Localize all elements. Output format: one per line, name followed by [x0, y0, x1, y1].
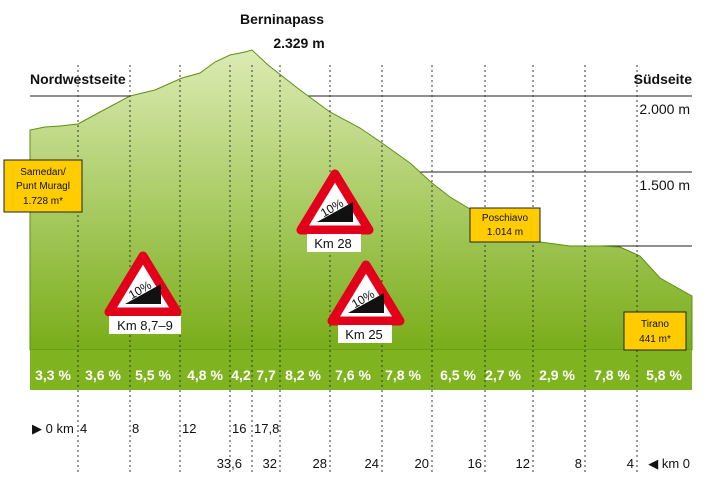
pass-elevation: 2.329 m [273, 35, 324, 51]
place-tirano-elevation: 441 m* [639, 334, 671, 345]
gradient-label: 7,6 % [335, 367, 371, 383]
gradient-label: 2,7 % [485, 367, 521, 383]
place-tirano: Tirano 441 m* [623, 311, 687, 351]
gridline-label-2000: 2.000 m [639, 101, 690, 117]
sign-km-label: Km 8,7–9 [117, 318, 173, 333]
side-label-northwest: Nordwestseite [30, 71, 126, 87]
gradient-label: 8,2 % [285, 367, 321, 383]
place-poschiavo: Poschiavo 1.014 m [469, 207, 541, 243]
km-tick-north: 8 [132, 421, 139, 436]
gradient-sign-km-8-7: 10% Km 8,7–9 [104, 251, 182, 334]
km-tick-south: 32 [263, 456, 277, 471]
km-tick-south: 4 [627, 456, 634, 471]
sign-km-label: Km 25 [345, 327, 383, 342]
place-samedan: Samedan/ Punt Muragl 1.728 m* [3, 159, 83, 213]
side-label-south: Südseite [634, 71, 693, 87]
pass-name: Berninapass [240, 11, 324, 27]
gradient-label: 7,8 % [385, 367, 421, 383]
gradient-label: 5,8 % [646, 367, 682, 383]
km-divider-lines [77, 65, 638, 475]
gradient-band [30, 350, 692, 390]
km-tick-north: 16 [232, 421, 246, 436]
km-tick-north: 17,8 [254, 421, 279, 436]
place-poschiavo-name: Poschiavo [482, 213, 529, 224]
km-tick-north: 4 [80, 421, 87, 436]
km-tick-north: 12 [182, 421, 196, 436]
place-tirano-name: Tirano [641, 319, 669, 330]
place-samedan-elevation: 1.728 m* [23, 196, 63, 207]
km-tick-south: 28 [313, 456, 327, 471]
gradient-label: 2,9 % [539, 367, 575, 383]
place-samedan-name-line2: Punt Muragl [16, 181, 70, 192]
km-tick-south: 8 [575, 456, 582, 471]
terrain-area [29, 49, 693, 351]
sign-km-label: Km 28 [314, 236, 352, 251]
km-tick-south: 24 [365, 456, 379, 471]
gradient-label: 3,6 % [85, 367, 121, 383]
km-scale-south: 33,6 32 28 24 20 16 12 8 4 ◀ km 0 [217, 456, 690, 471]
km-tick-south: 16 [468, 456, 482, 471]
gradient-labels: 3,3 % 3,6 % 5,5 % 4,8 % 4,2 7,7 8,2 % 7,6 % 7,8 … [35, 367, 682, 383]
km-tick-south: 12 [516, 456, 530, 471]
place-poschiavo-elevation: 1.014 m [487, 227, 523, 238]
place-samedan-name-line1: Samedan/ [20, 167, 66, 178]
km-start-label: ▶ 0 km [32, 421, 74, 436]
gradient-label: 6,5 % [440, 367, 476, 383]
km-tick-south: 33,6 [217, 456, 242, 471]
gradient-label: 7,8 % [594, 367, 630, 383]
gradient-label: 5,5 % [135, 367, 171, 383]
gradient-label: 3,3 % [35, 367, 71, 383]
gradient-label: 7,7 [256, 367, 276, 383]
gradient-sign-km-28: 10% Km 28 [296, 169, 374, 252]
km-tick-south: 20 [415, 456, 429, 471]
km-scale-north: ▶ 0 km 4 8 12 16 17,8 [32, 421, 279, 436]
gridline-label-1500: 1.500 m [639, 177, 690, 193]
gradient-label: 4,2 [231, 367, 251, 383]
km-end-label: ◀ km 0 [648, 456, 690, 471]
gradient-sign-km-25: 10% Km 25 [327, 260, 405, 343]
gradient-label: 4,8 % [187, 367, 223, 383]
